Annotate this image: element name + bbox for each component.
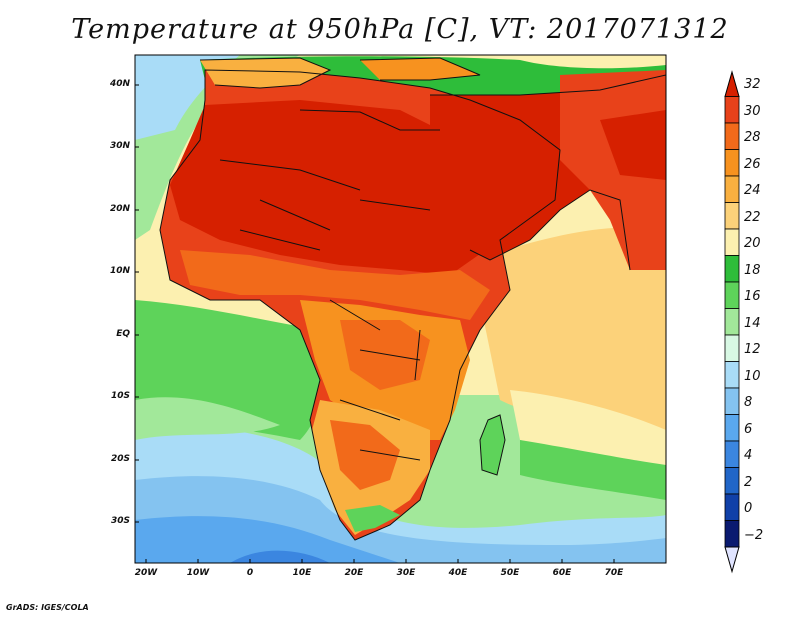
colorbar-label: 32 bbox=[744, 77, 761, 92]
colorbar-label: 22 bbox=[744, 210, 761, 225]
colorbar-label: 2 bbox=[744, 475, 753, 490]
colorbar bbox=[724, 70, 740, 574]
colorbar-box bbox=[724, 281, 740, 309]
colorbar-box bbox=[724, 387, 740, 415]
lat-label-20N: 20N bbox=[109, 204, 130, 214]
lon-label-10W: 10W bbox=[186, 568, 210, 578]
colorbar-box bbox=[724, 520, 740, 548]
colorbar-label: −2 bbox=[744, 528, 764, 543]
lat-label-30N: 30N bbox=[109, 141, 130, 151]
colorbar-label: 4 bbox=[744, 448, 753, 463]
lon-label-0: 0 bbox=[246, 568, 254, 578]
colorbar-box bbox=[724, 334, 740, 362]
lon-label-30E: 30E bbox=[396, 568, 416, 578]
colorbar-box bbox=[724, 255, 740, 283]
lon-label-60E: 60E bbox=[552, 568, 572, 578]
colorbar-label: 28 bbox=[744, 130, 761, 145]
colorbar-label: 14 bbox=[744, 316, 761, 331]
colorbar-label: 0 bbox=[744, 501, 753, 516]
temperature-field bbox=[135, 55, 666, 563]
colorbar-box bbox=[724, 175, 740, 203]
colorbar-label: 30 bbox=[744, 104, 761, 119]
colorbar-label: 16 bbox=[744, 289, 761, 304]
colorbar-box bbox=[724, 96, 740, 124]
colorbar-box bbox=[724, 228, 740, 256]
colorbar-label: 20 bbox=[744, 236, 761, 251]
credit-text: GrADS: IGES/COLA bbox=[6, 603, 89, 612]
lat-label-10S: 10S bbox=[110, 391, 130, 401]
colorbar-box bbox=[724, 202, 740, 230]
colorbar-box bbox=[724, 122, 740, 150]
lat-label-40N: 40N bbox=[109, 79, 130, 89]
lat-label-30S: 30S bbox=[110, 516, 130, 526]
colorbar-box bbox=[724, 414, 740, 442]
lat-label-10N: 10N bbox=[109, 266, 130, 276]
colorbar-box bbox=[724, 493, 740, 521]
colorbar-label: 24 bbox=[744, 183, 761, 198]
lon-label-20E: 20E bbox=[344, 568, 364, 578]
colorbar-label: 18 bbox=[744, 263, 761, 278]
lon-label-20W: 20W bbox=[134, 568, 158, 578]
lat-label-eq: EQ bbox=[116, 329, 130, 339]
plot-frame bbox=[134, 54, 667, 564]
colorbar-box bbox=[724, 149, 740, 177]
map-title: Temperature at 950hPa [C], VT: 201707131… bbox=[71, 14, 729, 45]
colorbar-box bbox=[724, 308, 740, 336]
colorbar-box bbox=[724, 440, 740, 468]
colorbar-label: 6 bbox=[744, 422, 753, 437]
colorbar-top-triangle bbox=[724, 70, 740, 97]
colorbar-label: 26 bbox=[744, 157, 761, 172]
lon-label-50E: 50E bbox=[500, 568, 520, 578]
lon-label-70E: 70E bbox=[604, 568, 624, 578]
lon-label-10E: 10E bbox=[292, 568, 312, 578]
lat-label-20S: 20S bbox=[110, 454, 130, 464]
colorbar-bottom-triangle bbox=[724, 546, 740, 574]
colorbar-box bbox=[724, 467, 740, 495]
colorbar-label: 8 bbox=[744, 395, 753, 410]
coastlines bbox=[159, 57, 666, 541]
colorbar-label: 10 bbox=[744, 369, 761, 384]
lon-label-40E: 40E bbox=[448, 568, 468, 578]
colorbar-label: 12 bbox=[744, 342, 761, 357]
colorbar-box bbox=[724, 361, 740, 389]
